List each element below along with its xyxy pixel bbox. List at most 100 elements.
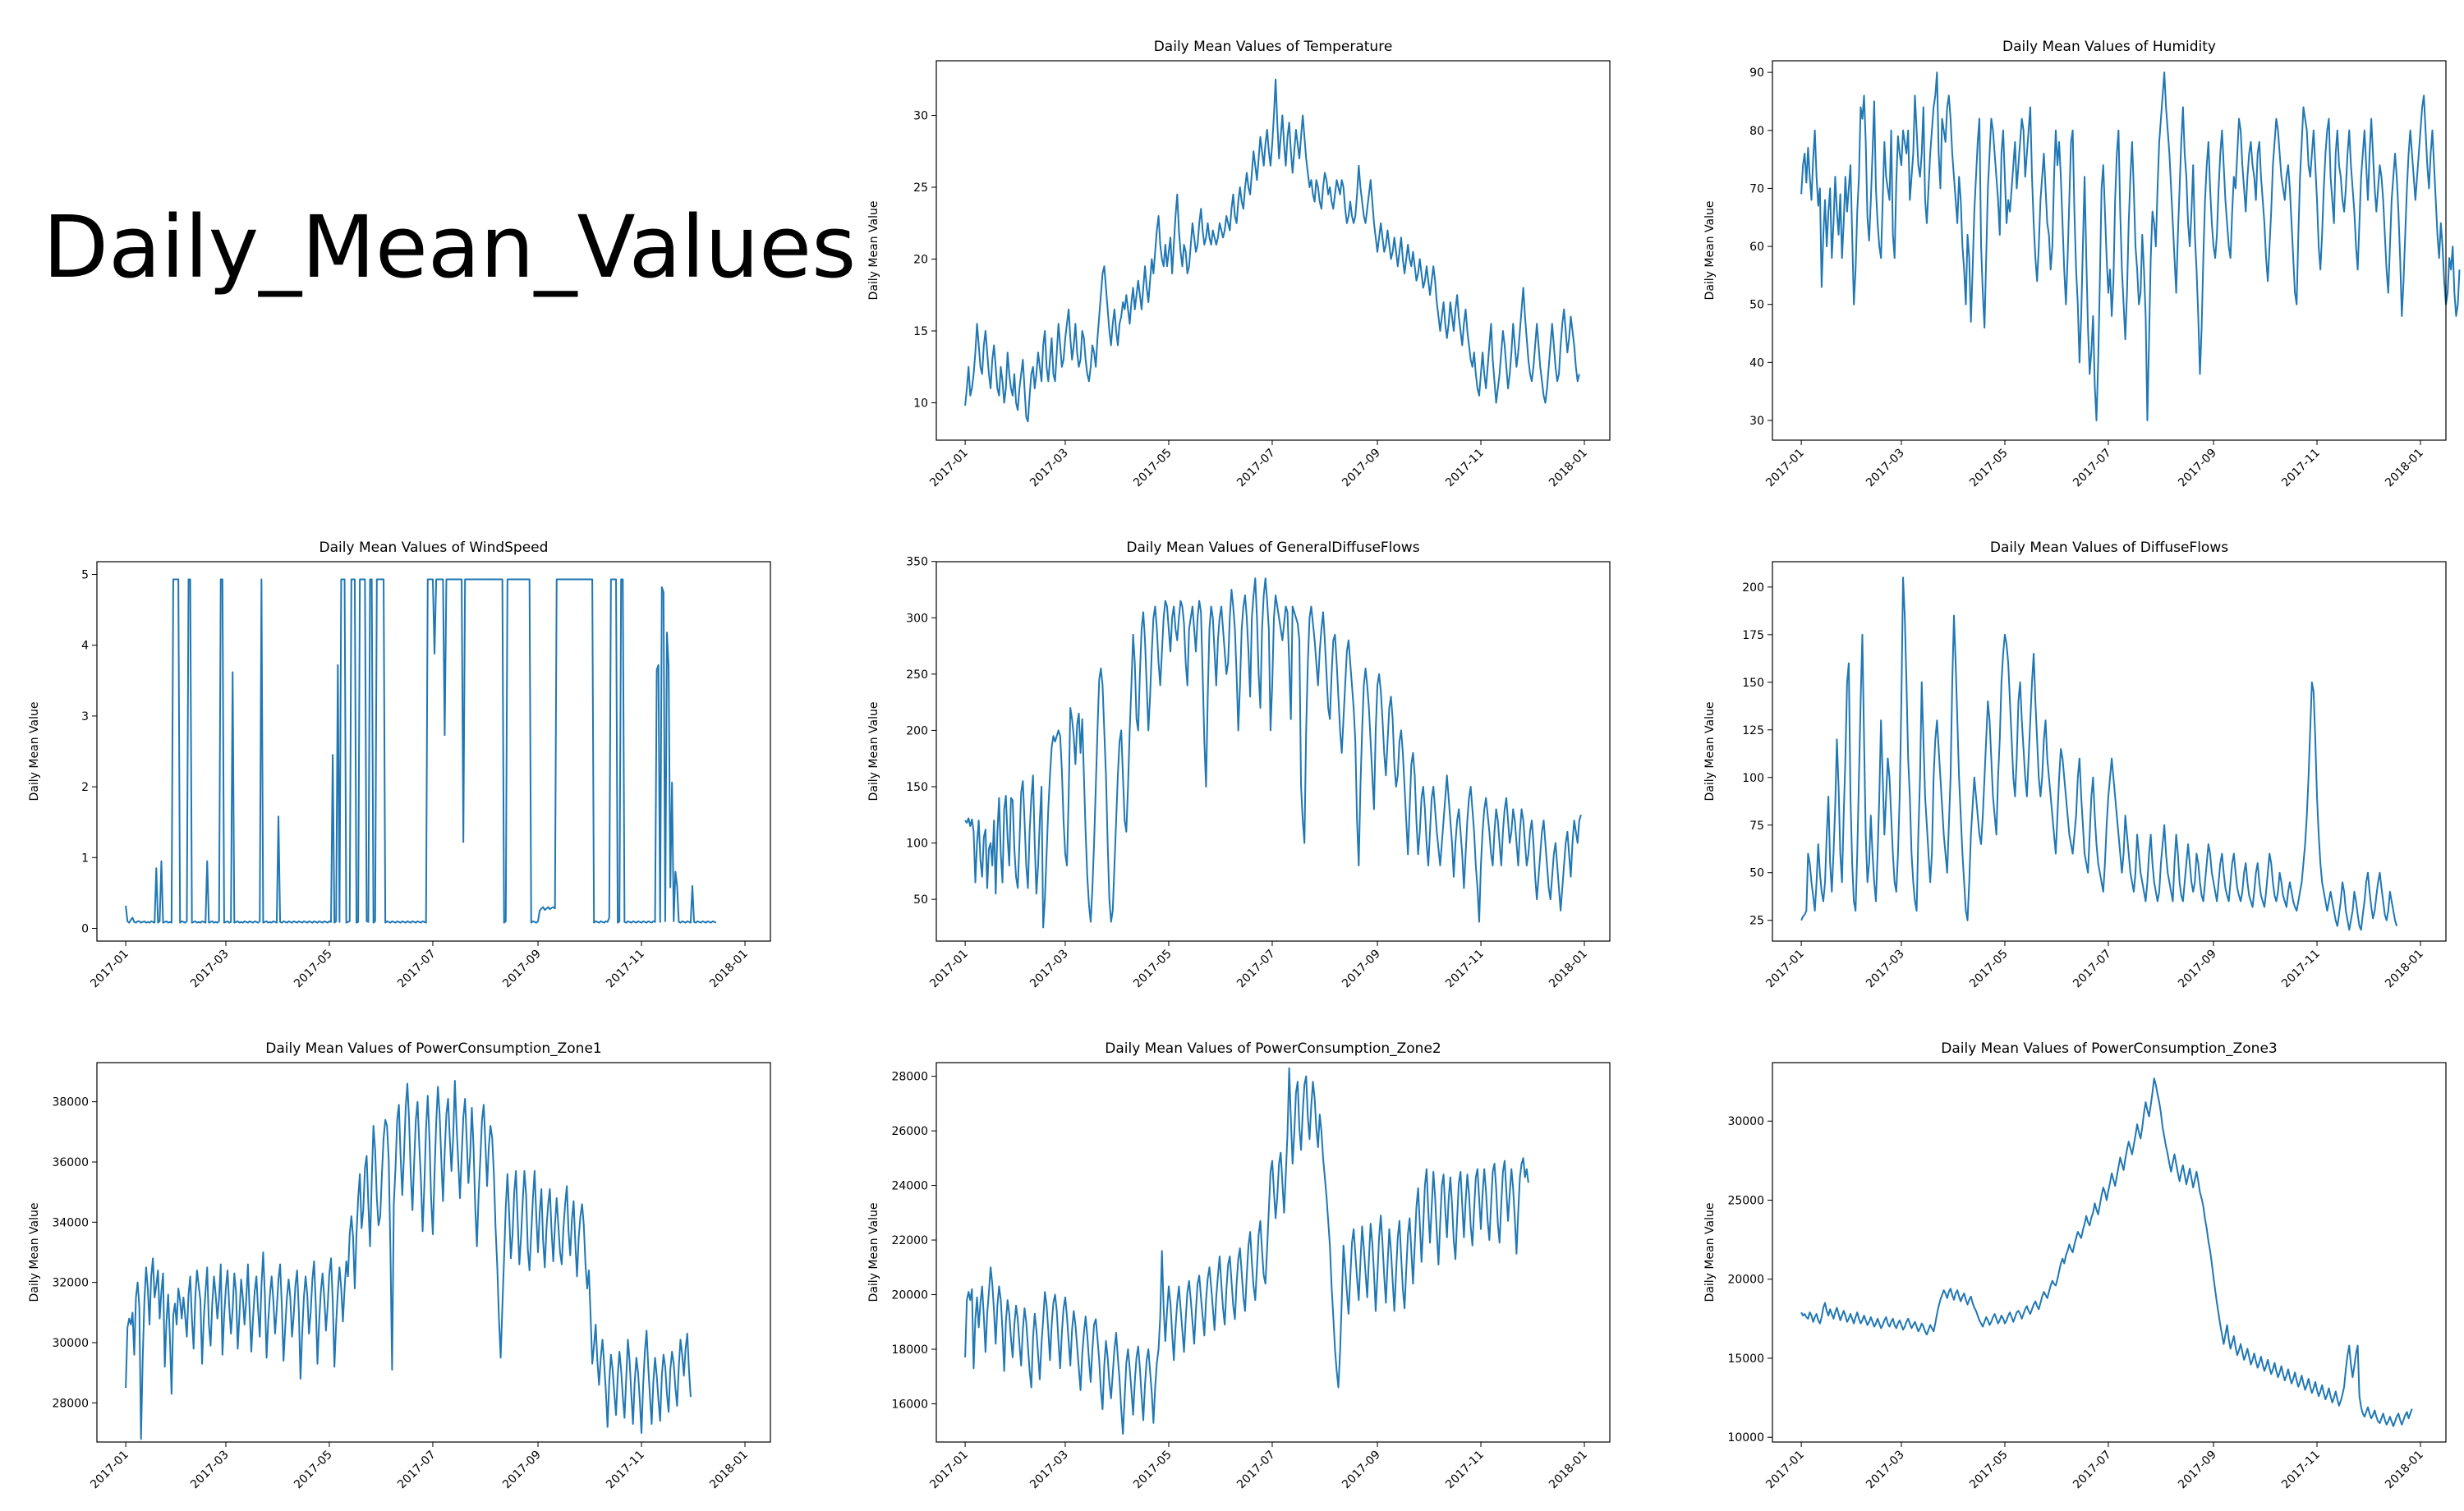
plot-frame	[1772, 60, 2447, 441]
y-tick-label: 10	[913, 397, 928, 411]
y-tick-label: 40	[1749, 356, 1764, 370]
chart-title: Daily Mean Values of Humidity	[2002, 39, 2216, 55]
y-tick-label: 3	[81, 710, 89, 723]
y-tick-label: 75	[1749, 820, 1764, 833]
figure-suptitle: Daily_Mean_Values	[43, 197, 857, 297]
x-tick-label: 2017-01	[1763, 447, 1807, 490]
x-tick-label: 2017-09	[1340, 1449, 1383, 1492]
x-tick-label: 2017-09	[500, 948, 544, 991]
y-tick-label: 20	[913, 254, 928, 267]
x-tick-label: 2017-01	[927, 948, 971, 991]
x-tick-label: 2018-01	[2383, 948, 2426, 991]
y-tick-label: 0	[81, 922, 89, 935]
y-tick-label: 350	[906, 556, 928, 569]
x-tick-label: 2018-01	[1547, 948, 1590, 991]
y-tick-label: 100	[1742, 772, 1764, 785]
y-tick-label: 22000	[891, 1234, 928, 1247]
figure: Daily_Mean_Values Daily Mean Values of T…	[7, 33, 2464, 1491]
chart-title: Daily Mean Values of PowerConsumption_Zo…	[1941, 1040, 2277, 1057]
series-line	[964, 1067, 1529, 1435]
series-line	[964, 577, 1582, 929]
x-tick-label: 2017-09	[2176, 948, 2219, 991]
y-tick-label: 15	[913, 325, 928, 338]
y-tick-label: 4	[81, 640, 89, 653]
y-axis-label: Daily Mean Value	[867, 201, 880, 301]
chart-title: Daily Mean Values of WindSpeed	[319, 540, 549, 556]
y-tick-label: 30000	[52, 1337, 89, 1350]
x-tick-label: 2017-01	[1763, 948, 1807, 991]
chart-diffuseflows: Daily Mean Values of DiffuseFlows Daily M…	[1682, 534, 2464, 1010]
plot-frame	[96, 1062, 771, 1443]
series-line	[1800, 1077, 2413, 1427]
chart-title: Daily Mean Values of GeneralDiffuseFlows	[1126, 540, 1419, 556]
x-tick-label: 2017-03	[1027, 1449, 1071, 1492]
y-tick-label: 150	[1742, 677, 1764, 690]
x-tick-label: 2017-09	[2176, 447, 2219, 490]
y-tick-label: 150	[906, 781, 928, 794]
y-tick-label: 50	[1749, 299, 1764, 312]
y-tick-label: 34000	[52, 1216, 89, 1229]
x-tick-label: 2017-01	[88, 1449, 131, 1492]
x-tick-label: 2017-05	[1967, 948, 2011, 991]
x-tick-label: 2017-03	[1864, 447, 1907, 490]
x-tick-label: 2017-05	[1967, 1449, 2011, 1492]
plot-frame	[96, 561, 771, 942]
plot-frame	[935, 60, 1611, 441]
y-tick-label: 125	[1742, 724, 1764, 737]
y-axis-label: Daily Mean Value	[28, 702, 41, 801]
y-axis-label: Daily Mean Value	[867, 702, 880, 801]
y-tick-label: 20000	[1727, 1274, 1764, 1287]
x-tick-label: 2017-09	[1340, 447, 1383, 490]
chart-title: Daily Mean Values of PowerConsumption_Zo…	[1105, 1040, 1441, 1057]
plot-frame	[935, 561, 1611, 942]
y-tick-label: 1	[81, 852, 89, 865]
y-tick-label: 200	[1742, 581, 1764, 595]
x-tick-label: 2017-01	[927, 447, 971, 490]
y-axis-label: Daily Mean Value	[867, 1203, 880, 1302]
x-tick-label: 2017-11	[1443, 948, 1487, 991]
series-line	[125, 1080, 692, 1440]
chart-title: Daily Mean Values of Temperature	[1154, 39, 1393, 55]
x-tick-label: 2018-01	[2383, 447, 2426, 490]
x-tick-label: 2017-01	[927, 1449, 971, 1492]
y-tick-label: 24000	[891, 1180, 928, 1193]
series-line	[1800, 576, 2398, 931]
x-tick-label: 2017-11	[604, 1449, 647, 1492]
x-tick-label: 2018-01	[2383, 1449, 2426, 1492]
series-line	[964, 78, 1580, 423]
x-tick-label: 2017-11	[604, 948, 647, 991]
y-tick-label: 36000	[52, 1156, 89, 1169]
x-tick-label: 2017-05	[1967, 447, 2011, 490]
y-tick-label: 25000	[1727, 1194, 1764, 1207]
y-tick-label: 18000	[891, 1343, 928, 1357]
chart-powerconsumption-zone2: Daily Mean Values of PowerConsumption_Zo…	[846, 1035, 1634, 1511]
x-tick-label: 2017-03	[1027, 948, 1071, 991]
plot-frame	[935, 1062, 1611, 1443]
y-tick-label: 60	[1749, 241, 1764, 254]
y-axis-label: Daily Mean Value	[28, 1203, 41, 1302]
x-tick-label: 2018-01	[707, 948, 751, 991]
y-tick-label: 250	[906, 668, 928, 682]
x-tick-label: 2017-07	[2071, 948, 2114, 991]
x-tick-label: 2017-07	[1234, 447, 1278, 490]
y-tick-label: 25	[913, 181, 928, 195]
y-tick-label: 30	[1749, 415, 1764, 428]
plot-frame	[1772, 561, 2447, 942]
y-tick-label: 200	[906, 724, 928, 737]
chart-temperature: Daily Mean Values of Temperature Daily Me…	[846, 33, 1634, 509]
x-tick-label: 2017-01	[88, 948, 131, 991]
x-tick-label: 2017-07	[395, 948, 439, 991]
y-tick-label: 30	[913, 110, 928, 123]
chart-windspeed: Daily Mean Values of WindSpeed Daily Mean…	[7, 534, 795, 1010]
series-line	[125, 578, 717, 924]
y-tick-label: 100	[906, 838, 928, 851]
plot-frame	[1772, 1062, 2447, 1443]
y-tick-label: 16000	[891, 1398, 928, 1411]
x-tick-label: 2017-09	[1340, 948, 1383, 991]
y-tick-label: 50	[913, 893, 928, 907]
chart-generaldiffuseflows: Daily Mean Values of GeneralDiffuseFlows…	[846, 534, 1634, 1010]
x-tick-label: 2017-03	[1864, 1449, 1907, 1492]
x-tick-label: 2017-01	[1763, 1449, 1807, 1492]
x-tick-label: 2018-01	[1547, 447, 1590, 490]
x-tick-label: 2017-07	[2071, 1449, 2114, 1492]
